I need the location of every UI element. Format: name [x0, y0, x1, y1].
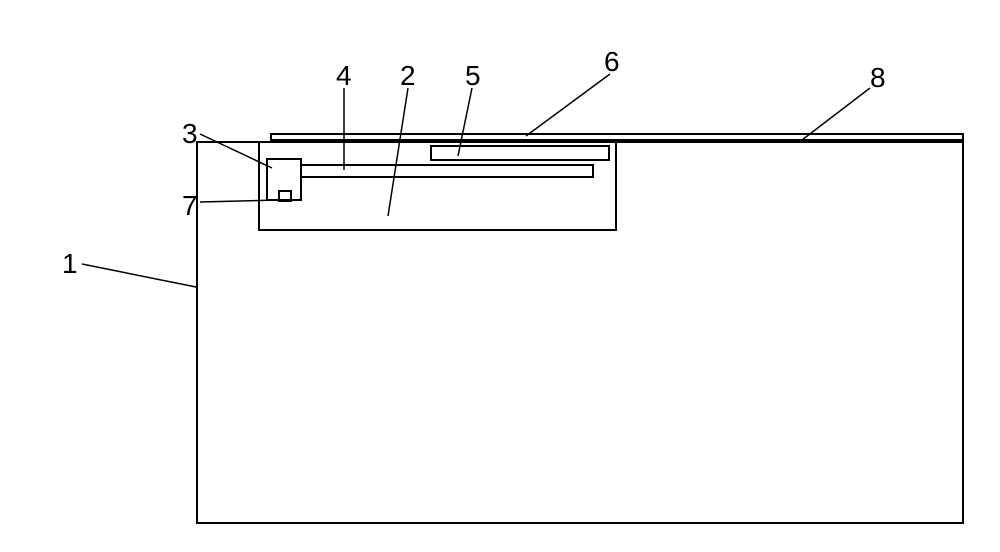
leader-7: [200, 200, 278, 202]
leader-6: [526, 74, 610, 136]
leader-5: [458, 88, 472, 156]
label-3: 3: [182, 118, 198, 150]
leader-1: [82, 264, 196, 287]
label-8: 8: [870, 62, 886, 94]
label-5: 5: [465, 60, 481, 92]
label-7: 7: [182, 190, 198, 222]
label-2: 2: [400, 60, 416, 92]
leader-lines: [0, 0, 1000, 552]
label-1: 1: [62, 248, 78, 280]
leader-3: [200, 134, 272, 168]
diagram-canvas: 1 7 3 4 2 5 6 8: [0, 0, 1000, 552]
label-4: 4: [336, 60, 352, 92]
label-6: 6: [604, 46, 620, 78]
leader-8: [802, 88, 870, 140]
leader-2: [388, 88, 408, 216]
